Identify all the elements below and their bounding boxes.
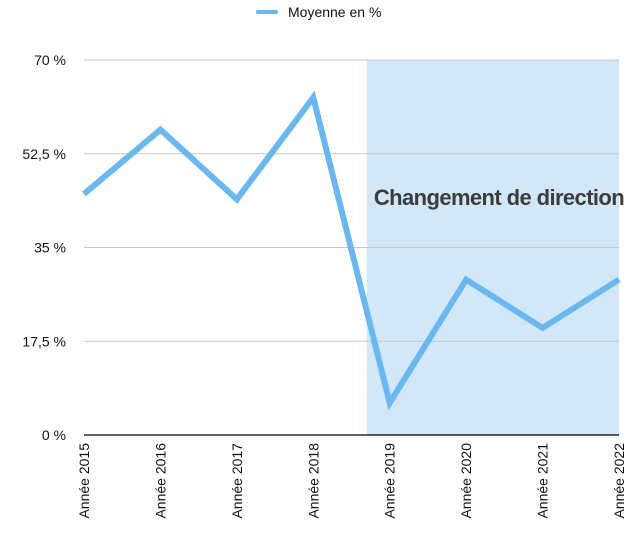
y-tick-label: 70 % — [34, 52, 66, 68]
legend: Moyenne en % — [256, 4, 381, 20]
data-point — [542, 327, 544, 329]
x-tick-label: Année 2021 — [535, 443, 551, 519]
x-tick-label: Année 2018 — [305, 443, 321, 519]
x-tick-label: Année 2019 — [382, 443, 398, 519]
data-point — [83, 193, 85, 195]
x-tick-label: Année 2015 — [76, 443, 92, 519]
data-point — [312, 97, 314, 98]
data-point — [465, 279, 467, 281]
x-tick-label: Année 2016 — [152, 443, 168, 519]
legend-label: Moyenne en % — [288, 4, 381, 20]
x-tick-label: Année 2022 — [611, 443, 627, 519]
data-point — [618, 279, 620, 281]
y-tick-label: 35 % — [34, 240, 66, 256]
series-layer — [82, 90, 621, 411]
series-line — [82, 90, 621, 411]
data-point — [159, 129, 161, 131]
highlight-annotation: Changement de direction — [374, 185, 624, 210]
x-tick-label: Année 2017 — [229, 443, 245, 519]
labels: 0 % 17,5 % 35 % 52,5 % 70 % Année 2015 Année 2… — [22, 52, 627, 519]
data-point — [389, 402, 391, 404]
x-tick-label: Année 2020 — [458, 443, 474, 519]
y-tick-label: 17,5 % — [22, 333, 66, 349]
y-tick-label: 52,5 % — [22, 146, 66, 162]
y-tick-label: 0 % — [42, 427, 66, 443]
data-point — [236, 198, 238, 200]
